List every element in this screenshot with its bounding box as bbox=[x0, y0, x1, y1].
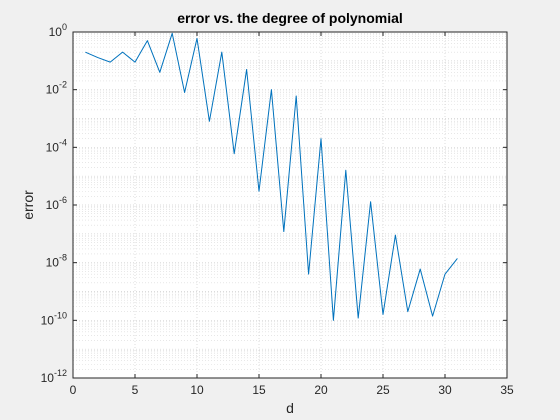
series-group bbox=[85, 32, 458, 321]
x-tick-label: 0 bbox=[70, 383, 77, 397]
y-tick-label: 100 bbox=[49, 22, 67, 39]
y-ticks: 10-12 10-10 10-8 10-6 10-4 10-2 100 bbox=[41, 22, 507, 385]
x-tick-label: 25 bbox=[376, 383, 390, 397]
y-tick-label: 10-6 bbox=[46, 195, 67, 212]
y-tick-label: 10-2 bbox=[46, 80, 67, 97]
minor-grid bbox=[73, 33, 507, 370]
y-tick-label: 10-4 bbox=[46, 137, 67, 154]
x-axis-label: d bbox=[286, 400, 294, 416]
y-axis-label: error bbox=[20, 190, 36, 220]
y-tick-label: 10-12 bbox=[41, 368, 67, 385]
x-tick-label: 30 bbox=[438, 383, 452, 397]
major-grid bbox=[72, 31, 508, 379]
x-tick-label: 15 bbox=[252, 383, 266, 397]
x-tick-label: 20 bbox=[314, 383, 328, 397]
x-tick-label: 35 bbox=[500, 383, 514, 397]
y-tick-label: 10-8 bbox=[46, 253, 67, 270]
x-tick-label: 10 bbox=[190, 383, 204, 397]
y-tick-label: 10-10 bbox=[41, 310, 67, 327]
x-ticks: 0 5 10 15 20 25 30 35 bbox=[70, 32, 514, 397]
x-tick-label: 5 bbox=[132, 383, 139, 397]
chart-title: error vs. the degree of polynomial bbox=[177, 10, 403, 26]
